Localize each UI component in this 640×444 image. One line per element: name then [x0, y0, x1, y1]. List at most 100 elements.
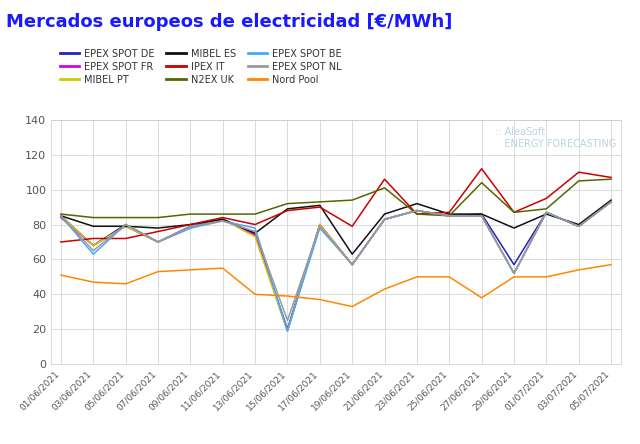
N2EX UK [510, 210, 518, 215]
MIBEL ES [348, 251, 356, 257]
EPEX SPOT DE [445, 213, 453, 218]
MIBEL PT [445, 213, 453, 218]
Line: EPEX SPOT NL: EPEX SPOT NL [61, 202, 611, 321]
EPEX SPOT BE [478, 213, 486, 218]
EPEX SPOT FR [478, 213, 486, 218]
Nord Pool [57, 273, 65, 278]
EPEX SPOT DE [478, 211, 486, 217]
MIBEL ES [478, 211, 486, 217]
MIBEL PT [607, 199, 615, 205]
EPEX SPOT NL [510, 271, 518, 276]
Nord Pool [284, 293, 291, 299]
IPEX IT [543, 196, 550, 201]
MIBEL ES [186, 222, 194, 227]
Line: EPEX SPOT BE: EPEX SPOT BE [61, 202, 611, 331]
N2EX UK [57, 211, 65, 217]
EPEX SPOT NL [57, 213, 65, 218]
EPEX SPOT FR [348, 262, 356, 267]
EPEX SPOT NL [186, 224, 194, 229]
IPEX IT [219, 215, 227, 220]
IPEX IT [478, 166, 486, 171]
EPEX SPOT BE [381, 217, 388, 222]
MIBEL PT [381, 217, 388, 222]
Line: MIBEL ES: MIBEL ES [61, 200, 611, 254]
N2EX UK [154, 215, 162, 220]
MIBEL PT [510, 271, 518, 276]
Nord Pool [510, 274, 518, 280]
Nord Pool [413, 274, 420, 280]
EPEX SPOT DE [57, 213, 65, 218]
Legend: EPEX SPOT DE, EPEX SPOT FR, MIBEL PT, MIBEL ES, IPEX IT, N2EX UK, EPEX SPOT BE, : EPEX SPOT DE, EPEX SPOT FR, MIBEL PT, MI… [56, 45, 346, 88]
EPEX SPOT BE [445, 213, 453, 218]
EPEX SPOT NL [348, 262, 356, 267]
EPEX SPOT DE [543, 210, 550, 215]
EPEX SPOT BE [154, 239, 162, 245]
Line: EPEX SPOT FR: EPEX SPOT FR [61, 202, 611, 331]
EPEX SPOT DE [186, 224, 194, 229]
EPEX SPOT BE [607, 199, 615, 205]
EPEX SPOT FR [284, 328, 291, 333]
Text: Mercados europeos de electricidad [€/MWh]: Mercados europeos de electricidad [€/MWh… [6, 13, 452, 32]
Text: :: AleaSoft
   ENERGY FORECASTING: :: AleaSoft ENERGY FORECASTING [495, 127, 617, 149]
N2EX UK [575, 178, 582, 184]
Line: Nord Pool: Nord Pool [61, 265, 611, 306]
Nord Pool [607, 262, 615, 267]
EPEX SPOT FR [575, 224, 582, 229]
Nord Pool [348, 304, 356, 309]
MIBEL ES [413, 201, 420, 206]
Nord Pool [90, 279, 97, 285]
N2EX UK [607, 177, 615, 182]
MIBEL PT [57, 213, 65, 218]
EPEX SPOT FR [219, 217, 227, 222]
EPEX SPOT DE [510, 262, 518, 267]
MIBEL PT [284, 328, 291, 333]
IPEX IT [316, 204, 324, 210]
EPEX SPOT FR [607, 199, 615, 205]
EPEX SPOT DE [252, 230, 259, 236]
MIBEL ES [543, 211, 550, 217]
MIBEL ES [284, 206, 291, 211]
EPEX SPOT FR [543, 210, 550, 215]
EPEX SPOT BE [219, 218, 227, 224]
IPEX IT [186, 222, 194, 227]
MIBEL ES [252, 230, 259, 236]
N2EX UK [186, 211, 194, 217]
EPEX SPOT NL [413, 208, 420, 213]
EPEX SPOT BE [348, 262, 356, 267]
EPEX SPOT DE [381, 217, 388, 222]
EPEX SPOT NL [445, 213, 453, 218]
IPEX IT [90, 236, 97, 241]
MIBEL ES [445, 211, 453, 217]
IPEX IT [381, 177, 388, 182]
EPEX SPOT NL [219, 218, 227, 224]
EPEX SPOT FR [510, 271, 518, 276]
EPEX SPOT BE [90, 251, 97, 257]
EPEX SPOT BE [413, 208, 420, 213]
Line: N2EX UK: N2EX UK [61, 179, 611, 218]
MIBEL PT [316, 222, 324, 227]
EPEX SPOT DE [575, 224, 582, 229]
MIBEL PT [186, 226, 194, 231]
MIBEL PT [413, 208, 420, 213]
N2EX UK [252, 211, 259, 217]
MIBEL ES [607, 198, 615, 203]
MIBEL PT [122, 224, 129, 229]
IPEX IT [57, 239, 65, 245]
N2EX UK [90, 215, 97, 220]
EPEX SPOT DE [607, 199, 615, 205]
IPEX IT [607, 175, 615, 180]
IPEX IT [348, 224, 356, 229]
Nord Pool [219, 266, 227, 271]
IPEX IT [575, 170, 582, 175]
Nord Pool [445, 274, 453, 280]
MIBEL PT [543, 210, 550, 215]
Nord Pool [154, 269, 162, 274]
MIBEL ES [57, 213, 65, 218]
EPEX SPOT DE [316, 222, 324, 227]
IPEX IT [252, 222, 259, 227]
MIBEL ES [575, 222, 582, 227]
Nord Pool [122, 281, 129, 286]
Nord Pool [543, 274, 550, 280]
EPEX SPOT NL [607, 199, 615, 205]
EPEX SPOT FR [445, 213, 453, 218]
